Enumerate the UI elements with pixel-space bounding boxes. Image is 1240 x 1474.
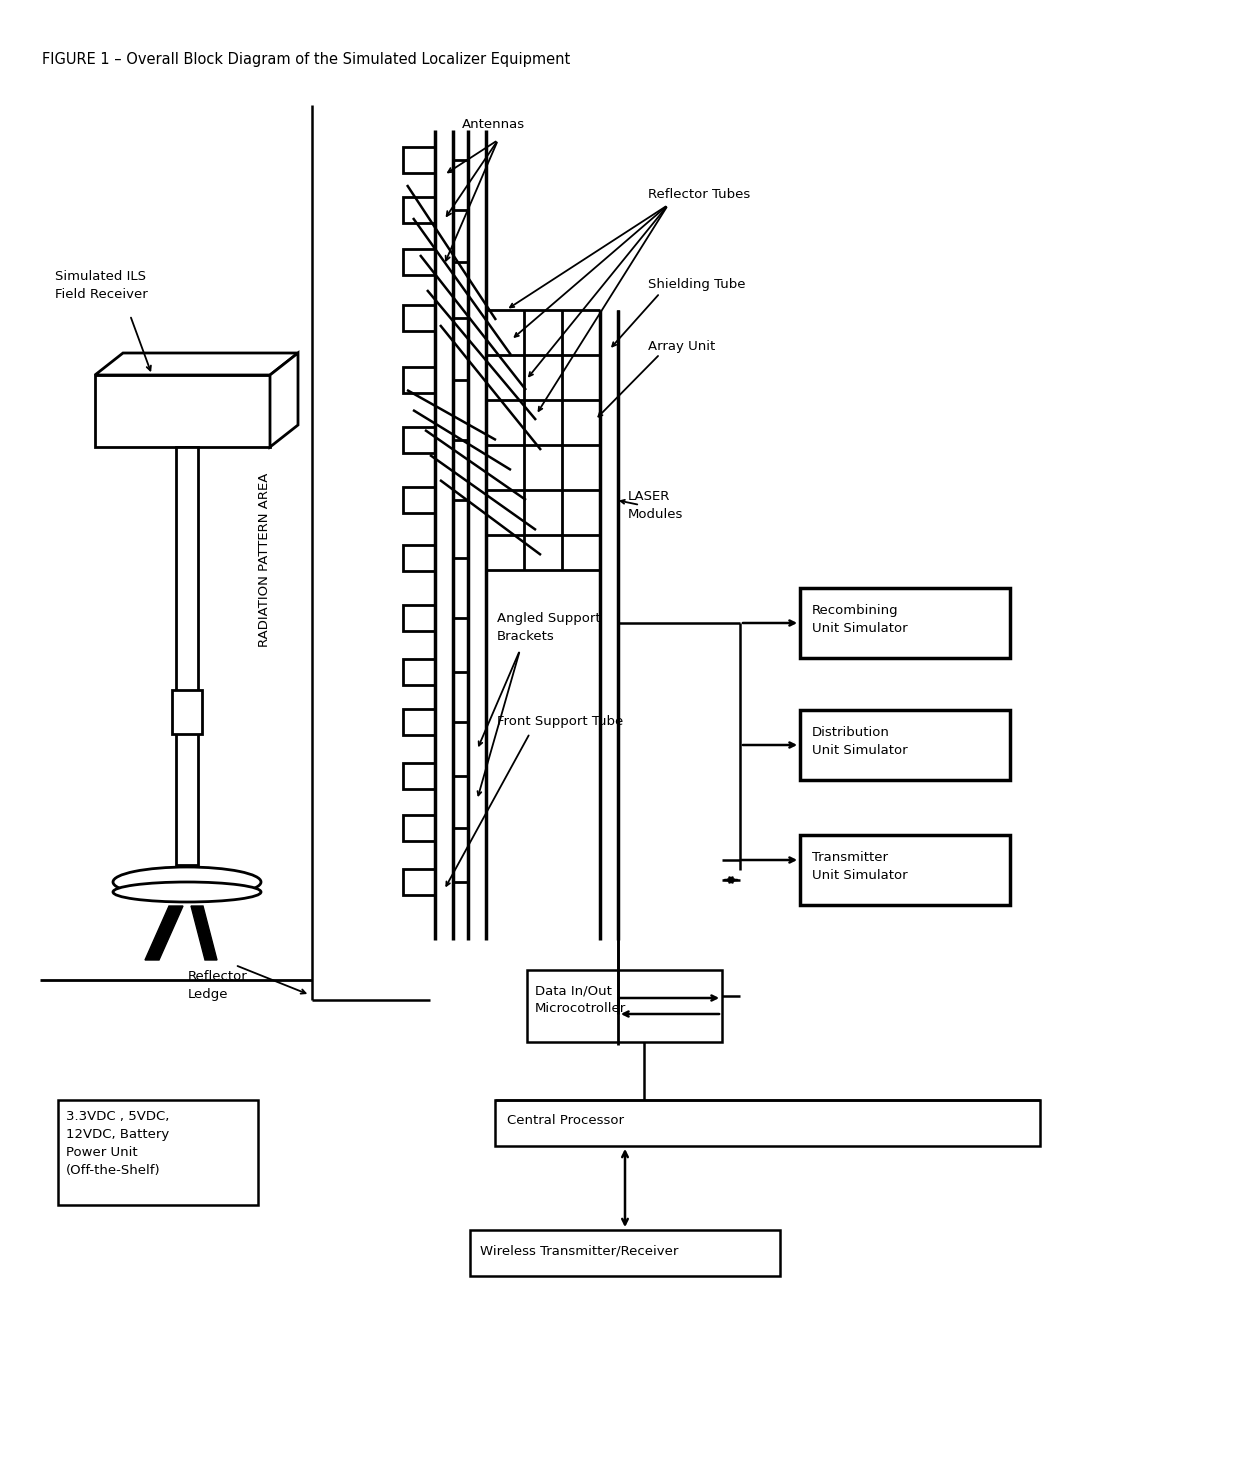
Bar (95, 374, 270, 447)
Bar (403, 305, 435, 332)
Text: Simulated ILS: Simulated ILS (55, 270, 146, 283)
Ellipse shape (113, 867, 260, 898)
Text: Microcotroller: Microcotroller (534, 1002, 626, 1016)
Text: LASER: LASER (627, 489, 671, 503)
Bar (403, 198, 435, 223)
Bar (403, 709, 435, 736)
Text: Reflector Tubes: Reflector Tubes (649, 189, 750, 200)
Text: 3.3VDC , 5VDC,: 3.3VDC , 5VDC, (66, 1110, 170, 1123)
Text: Distribution: Distribution (812, 727, 890, 738)
Polygon shape (191, 907, 217, 960)
Ellipse shape (113, 881, 260, 902)
Polygon shape (95, 352, 298, 374)
Text: Brackets: Brackets (497, 629, 554, 643)
Bar (403, 815, 435, 842)
Text: RADIATION PATTERN AREA: RADIATION PATTERN AREA (258, 473, 272, 647)
Polygon shape (145, 907, 184, 960)
Text: Unit Simulator: Unit Simulator (812, 870, 908, 881)
Bar (527, 970, 722, 1042)
Polygon shape (270, 352, 298, 447)
Bar (403, 545, 435, 570)
Bar (176, 447, 198, 865)
Text: Front Support Tube: Front Support Tube (497, 715, 624, 728)
Bar (403, 659, 435, 685)
Text: FIGURE 1 – Overall Block Diagram of the Simulated Localizer Equipment: FIGURE 1 – Overall Block Diagram of the … (42, 52, 570, 66)
Text: Transmitter: Transmitter (812, 850, 888, 864)
Text: Angled Support: Angled Support (497, 612, 600, 625)
Text: Ledge: Ledge (188, 988, 228, 1001)
Text: Antennas: Antennas (463, 118, 525, 131)
Bar (403, 604, 435, 631)
Text: Field Receiver: Field Receiver (55, 287, 148, 301)
Text: Unit Simulator: Unit Simulator (812, 622, 908, 635)
Bar (172, 690, 202, 734)
Text: Wireless Transmitter/Receiver: Wireless Transmitter/Receiver (480, 1244, 678, 1257)
Bar (58, 1100, 258, 1206)
Text: Reflector: Reflector (188, 970, 248, 983)
Text: Unit Simulator: Unit Simulator (812, 744, 908, 758)
Bar (403, 367, 435, 394)
Bar (800, 710, 1011, 780)
Text: Data In/Out: Data In/Out (534, 985, 611, 996)
Bar (403, 486, 435, 513)
Text: 12VDC, Battery: 12VDC, Battery (66, 1128, 169, 1141)
Bar (470, 1229, 780, 1276)
Text: Array Unit: Array Unit (649, 340, 715, 352)
Bar (800, 834, 1011, 905)
Bar (403, 147, 435, 172)
Bar (403, 764, 435, 789)
Bar (403, 249, 435, 276)
Text: Central Processor: Central Processor (507, 1114, 624, 1128)
Text: (Off-the-Shelf): (Off-the-Shelf) (66, 1164, 161, 1178)
Bar (800, 588, 1011, 657)
Text: Modules: Modules (627, 509, 683, 520)
Text: Recombining: Recombining (812, 604, 899, 618)
Bar (403, 870, 435, 895)
Bar (403, 427, 435, 453)
Text: Power Unit: Power Unit (66, 1145, 138, 1159)
Text: Shielding Tube: Shielding Tube (649, 279, 745, 290)
Bar (495, 1100, 1040, 1145)
